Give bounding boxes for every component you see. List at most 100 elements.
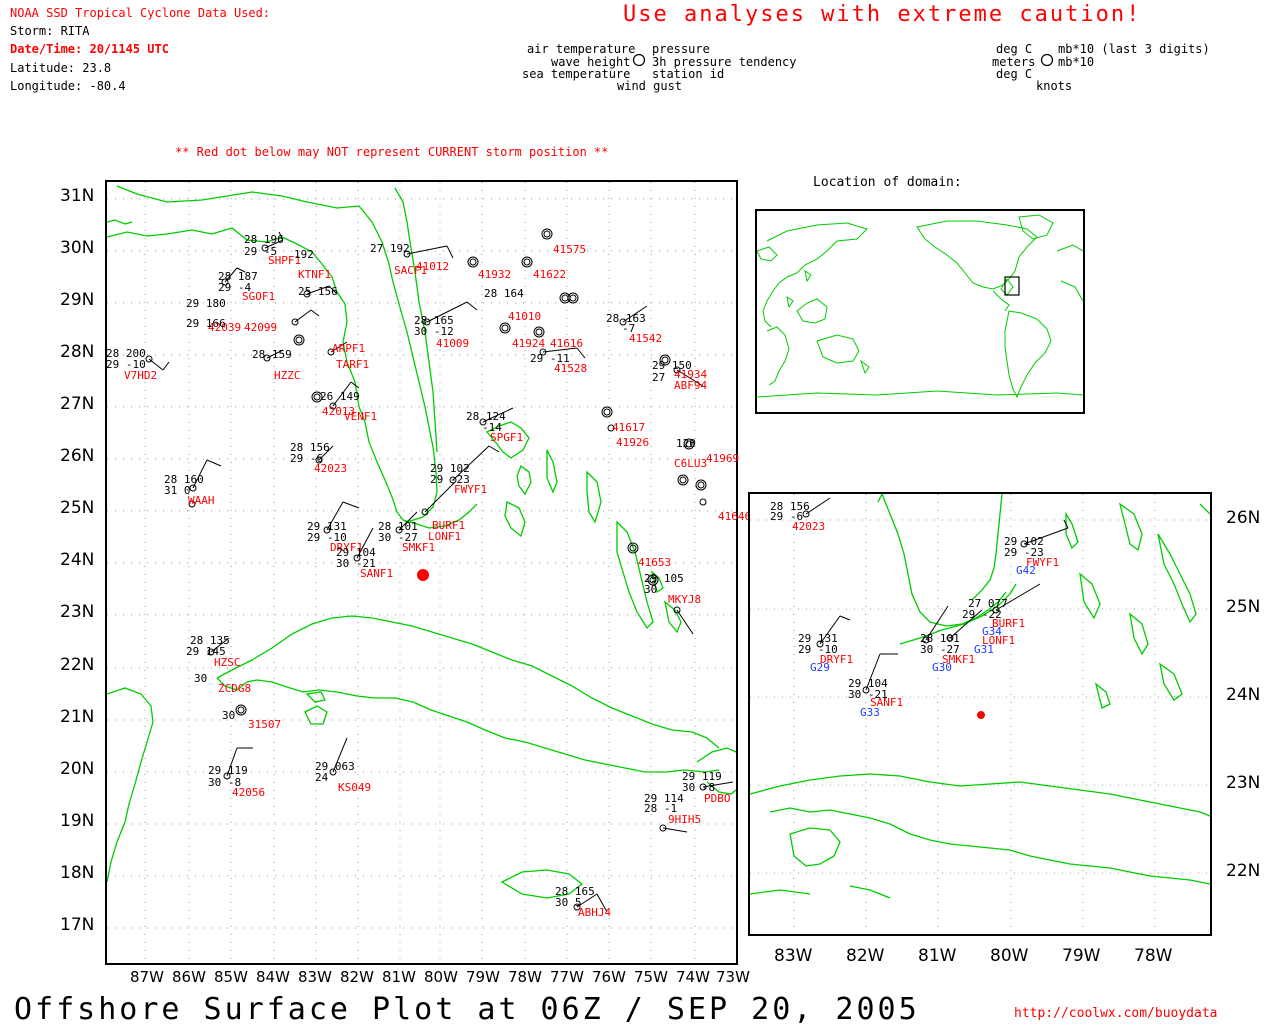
inset-lat-label: 22N <box>1226 861 1261 881</box>
station-label: MKYJ8 <box>668 593 702 606</box>
lat-label: 23N <box>60 602 95 622</box>
lon-label: 86W <box>172 968 206 986</box>
caution-banner: Use analyses with extreme caution! <box>623 2 1142 27</box>
station-label: KTNF1 <box>298 268 332 281</box>
station-label: 41010 <box>508 310 542 323</box>
station-label: SMKF1 <box>402 541 436 554</box>
station-label: BURF1 <box>432 519 466 532</box>
station-obs: 192 <box>294 248 314 261</box>
source-url-link[interactable]: http://coolwx.com/buoydata <box>1014 1006 1218 1021</box>
inset-gust-label: G34 <box>982 625 1002 638</box>
station-obs: 28 156 <box>290 441 330 454</box>
station-obs: -14 <box>482 421 502 434</box>
longitude-label: Longitude: -80.4 <box>10 79 126 93</box>
station-obs: 28 -1 <box>644 802 678 815</box>
station-obs: 28 200 <box>106 347 146 360</box>
inset-lon-label: 80W <box>990 946 1029 966</box>
station-obs: 29 -11 <box>530 352 570 365</box>
lon-label: 74W <box>676 968 710 986</box>
storm-position-dot <box>417 569 429 581</box>
lat-label: 19N <box>60 811 95 831</box>
inset-gust-label: G33 <box>860 706 880 719</box>
inset-station-obs: 29 -6 <box>770 510 804 523</box>
main-coastlines <box>106 185 737 899</box>
station-label: 41646 <box>718 510 752 523</box>
lat-label: 30N <box>60 238 95 258</box>
world-coastlines <box>756 214 1084 399</box>
lat-label: 18N <box>60 863 95 883</box>
station-label: ARPF1 <box>332 342 366 355</box>
lon-label: 77W <box>550 968 584 986</box>
inset-lon-label: 83W <box>774 946 813 966</box>
inset-station-label: 42023 <box>792 520 826 533</box>
legend-deg-c-sea: deg C <box>996 67 1033 81</box>
station-label: 41009 <box>436 337 470 350</box>
inset-station-obs: 29 131 <box>798 632 838 645</box>
station-label: SANF1 <box>360 567 394 580</box>
inset-station-symbols <box>802 497 1069 694</box>
station-label: 41012 <box>416 260 450 273</box>
lat-label: 20N <box>60 759 95 779</box>
lat-label: 25N <box>60 498 95 518</box>
station-obs: 28 159 <box>252 348 292 361</box>
lat-label: 31N <box>60 186 95 206</box>
station-label: 41934 <box>674 368 708 381</box>
station-obs: 30 <box>644 583 658 596</box>
station-obs: 28 124 <box>466 410 506 423</box>
lon-label: 85W <box>214 968 248 986</box>
station-label: LONF1 <box>428 530 462 543</box>
station-label: HZZC <box>274 369 301 382</box>
station-obs: 29 166 <box>186 317 226 330</box>
station-obs: 29 104 <box>336 546 376 559</box>
station-obs: 29 -10 <box>106 358 146 371</box>
station-obs: 29 -10 <box>307 531 347 544</box>
inset-lat-label: 25N <box>1226 597 1261 617</box>
lon-label: 82W <box>340 968 374 986</box>
station-label: 41528 <box>554 362 588 375</box>
station-obs: 29 145 <box>186 645 226 658</box>
station-obs: 27 <box>652 371 666 384</box>
station-label: HZSC <box>214 656 241 669</box>
inset-station-obs: 29 -23 <box>1004 546 1044 559</box>
station-label: 41926 <box>616 436 650 449</box>
inset-station-label: FWYF1 <box>1026 556 1060 569</box>
legend-air-temperature: air temperature <box>527 42 636 56</box>
station-label: SACF1 <box>394 264 428 277</box>
world-map <box>756 214 1084 399</box>
domain-box <box>1004 276 1020 296</box>
station-label: 9HIH5 <box>668 813 702 826</box>
source-label: NOAA SSD Tropical Cyclone Data Used: <box>10 6 271 20</box>
inset-map <box>749 493 1211 934</box>
inset-lat-label: 23N <box>1226 773 1261 793</box>
station-obs: 31 0 <box>164 484 191 497</box>
legend-station-circle-icon-2 <box>1040 53 1054 67</box>
station-label: V7HD2 <box>124 369 158 382</box>
inset-lat-label: 26N <box>1226 508 1261 528</box>
station-obs: 30 <box>194 672 208 685</box>
lon-label: 80W <box>424 968 458 986</box>
station-obs: 30 -21 <box>336 557 376 570</box>
main-map-frame <box>105 180 738 965</box>
station-label: 42099 <box>244 321 278 334</box>
station-label: KS049 <box>338 781 372 794</box>
lon-label: 83W <box>298 968 332 986</box>
station-obs: 29 063 <box>315 760 355 773</box>
legend-wind-gust: wind gust <box>617 79 683 93</box>
station-label: 42039 <box>208 321 242 334</box>
station-label: ABF94 <box>674 379 708 392</box>
latitude-label: Latitude: 23.8 <box>10 61 112 75</box>
station-label: VENF1 <box>344 410 378 423</box>
lon-label: 73W <box>716 968 750 986</box>
station-obs: 30 <box>222 709 236 722</box>
lat-label: 24N <box>60 550 95 570</box>
main-map <box>106 182 737 963</box>
station-obs: 29 -6 <box>290 452 324 465</box>
inset-lon-label: 79W <box>1062 946 1101 966</box>
station-label: C6LU3 <box>674 457 708 470</box>
main-stations-symbols <box>145 228 734 913</box>
inset-station-obs: 28 101 <box>920 632 960 645</box>
station-label: SPGF1 <box>490 431 524 444</box>
station-label: DRYF1 <box>330 541 364 554</box>
station-obs: 28 165 <box>555 885 595 898</box>
legend-station-circle-icon <box>632 53 646 67</box>
